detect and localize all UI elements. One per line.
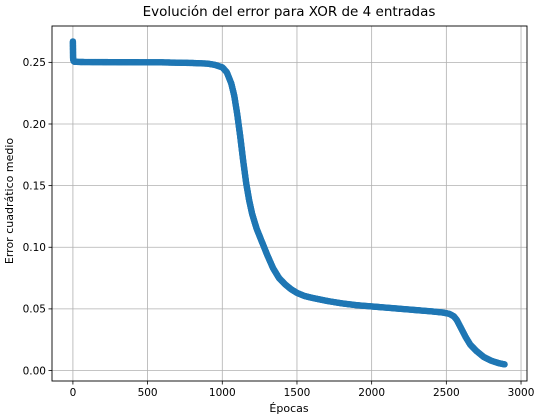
y-tick-label: 0.25 [23,57,46,69]
x-tick-label: 2500 [433,387,460,399]
y-tick-label: 0.20 [23,119,46,131]
x-tick-label: 1000 [209,387,236,399]
y-tick-label: 0.00 [23,365,46,377]
grid [52,26,527,381]
y-tick-label: 0.15 [23,180,46,192]
y-axis-label: Error cuadrático medio [3,138,16,264]
ticks: 0 500 1000 1500 2000 2500 3000 0.00 0.05 0.10 0.15… [23,57,535,399]
x-tick-label: 2000 [358,387,385,399]
x-tick-label: 1500 [284,387,311,399]
x-axis-label: Épocas [269,402,308,415]
x-tick-label: 3000 [508,387,535,399]
x-tick-label: 0 [70,387,77,399]
data-points [69,38,508,368]
y-tick-label: 0.10 [23,242,46,254]
axes-frame [51,25,528,382]
chart-title: Evolución del error para XOR de 4 entrad… [143,4,436,20]
data-point [501,361,508,368]
y-tick-label: 0.05 [23,304,46,316]
x-tick-label: 500 [138,387,158,399]
